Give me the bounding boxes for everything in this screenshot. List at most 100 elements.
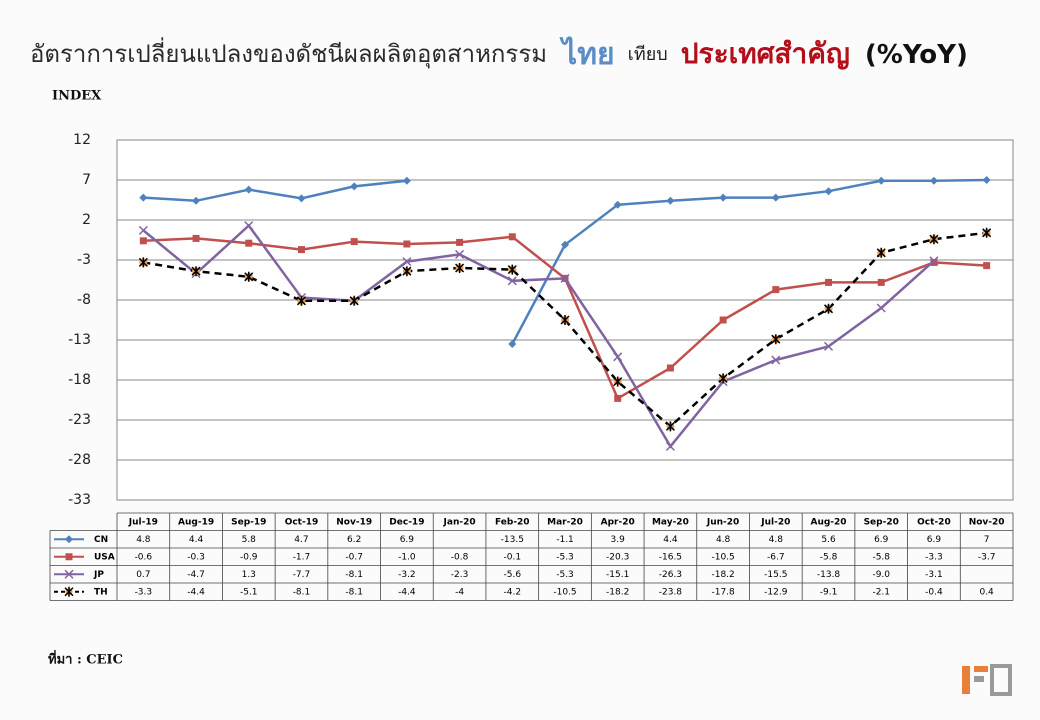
table-value: -4 [455,587,464,597]
marker [614,394,622,402]
y-tick-label: -28 [68,452,91,468]
marker [666,196,675,205]
table-value: 5.6 [821,535,836,545]
marker [244,185,253,194]
table-value: 7 [984,535,990,545]
table-value: -13.8 [817,570,841,580]
marker [823,341,834,351]
marker [771,334,781,345]
series-line [143,178,987,345]
source: ที่มา : CEIC [48,650,123,668]
table-value: -23.8 [659,587,683,597]
table-value: -5.3 [556,570,574,580]
marker [718,373,728,384]
table-value: -8.1 [345,587,363,597]
marker [507,264,517,275]
marker [613,352,623,362]
marker [456,238,464,246]
table-value: 4.8 [716,535,731,545]
table-value: -18.2 [606,587,629,597]
series-line [143,231,987,429]
title-part: ไทย [559,36,614,72]
table-value: 3.9 [611,535,626,545]
table-value: -3.7 [978,552,996,562]
legend-label: TH [94,587,108,597]
x-tick-label: Oct-19 [285,517,319,527]
table-value: -5.8 [872,552,890,562]
x-tick-label: Nov-19 [336,517,372,527]
marker [296,295,307,306]
title-part: อัตราการเปลี่ยนแปลงของดัชนีผลผลิตอุตสาหก… [30,37,547,69]
marker [665,441,675,451]
table-value: -20.3 [606,552,629,562]
table-value: 6.9 [400,535,415,545]
table-value: -3.2 [398,570,416,580]
marker [876,303,886,313]
marker [508,340,517,348]
marker [244,221,254,231]
table-value: -5.3 [556,552,574,562]
marker [877,176,886,185]
y-tick-label: 7 [82,172,91,188]
x-tick-label: Aug-19 [178,517,214,527]
table-value: -18.2 [711,570,734,580]
marker [455,249,465,259]
x-tick-label: Aug-20 [810,517,846,527]
marker [297,246,305,254]
marker [244,271,254,282]
table-value: 0.7 [136,570,150,580]
table-value: 5.8 [242,535,257,545]
marker [876,247,886,258]
marker [297,194,306,203]
x-tick-label: Jul-19 [128,517,158,527]
title-part: (%YoY) [865,40,968,70]
marker [877,278,885,286]
marker [613,376,623,387]
table-value: -17.8 [711,587,735,597]
chart-title: อัตราการเปลี่ยนแปลงของดัชนีผลผลิตอุตสาหก… [30,36,968,72]
marker [823,303,834,314]
marker [139,237,147,245]
title-part: ประเทศสำคัญ [681,37,850,70]
marker [191,266,201,277]
marker [507,276,517,286]
table-value: -10.5 [711,552,734,562]
table-value: -0.8 [451,552,469,562]
marker [402,176,411,185]
table-value: -0.9 [240,552,258,562]
legend-label: JP [93,570,104,580]
x-tick-label: Feb-20 [495,517,530,527]
table-value: -1.1 [556,535,574,545]
table-value: -1.0 [398,552,416,562]
marker [508,233,516,241]
table-value: -3.3 [135,587,153,597]
table-value: -1.7 [293,552,311,562]
table-value: -9.0 [872,570,890,580]
table-value: -16.5 [659,552,682,562]
legend-label: USA [94,552,115,562]
marker [771,193,780,202]
x-tick-label: Sep-19 [231,517,266,527]
table-value: -4.7 [187,570,205,580]
table-value: -4.2 [504,587,522,597]
table-value: -4.4 [398,587,416,597]
table-value: -0.1 [504,552,522,562]
marker [64,569,74,579]
table-value: -5.1 [240,587,258,597]
marker [139,193,148,202]
table-value: 4.8 [136,535,151,545]
x-tick-label: Mar-20 [547,517,583,527]
y-axis-label: INDEX [52,89,102,104]
table-value: -2.3 [451,570,469,580]
marker [983,262,991,270]
marker [719,316,727,324]
marker [560,273,570,283]
x-tick-label: Jul-20 [760,517,790,527]
marker [560,315,570,325]
marker [825,278,833,286]
table-value: -12.9 [764,587,788,597]
marker [138,225,148,235]
marker [982,176,991,184]
marker [350,238,358,246]
